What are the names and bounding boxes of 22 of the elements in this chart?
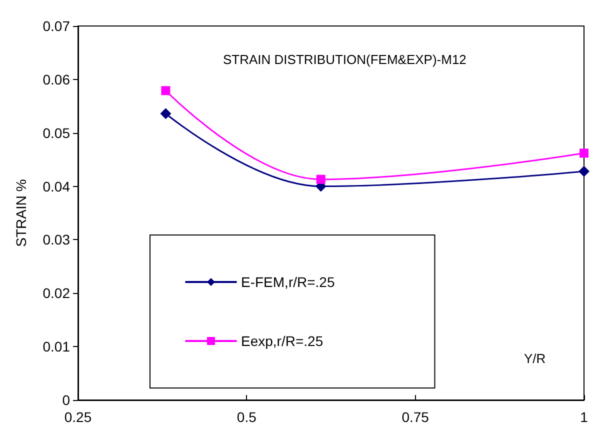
point (161, 86, 170, 96)
x-tick-label: 0.75 (402, 409, 430, 425)
text: STRAIN DISTRIBUTION(FEM&EXP)-M12 (223, 52, 466, 67)
x-tick-label: 0.25 (64, 409, 92, 425)
legend-label: E-FEM,r/R=.25 (241, 274, 335, 290)
y-tick-label: 0.02 (42, 285, 70, 302)
point (316, 174, 326, 184)
point (578, 166, 590, 177)
point (580, 148, 588, 158)
y-tick-label: 0.05 (42, 124, 70, 141)
legend-label: Eexp,r/R=.25 (241, 333, 324, 349)
y-tick-label: 0 (62, 392, 70, 408)
y-tick-label: 0.03 (42, 232, 70, 248)
y-tick-label: 0.06 (42, 71, 70, 88)
y-tick-label: 0.07 (42, 18, 70, 34)
x-axis-title: Y/R (524, 351, 546, 366)
y-axis-title: STRAIN % (13, 179, 29, 247)
y-tick-label: 0.04 (42, 178, 70, 194)
x-tick-label: 1 (580, 409, 588, 425)
y-tick-label: 0.01 (42, 338, 70, 355)
point (160, 108, 172, 120)
x-tick-label: 0.5 (236, 409, 257, 425)
